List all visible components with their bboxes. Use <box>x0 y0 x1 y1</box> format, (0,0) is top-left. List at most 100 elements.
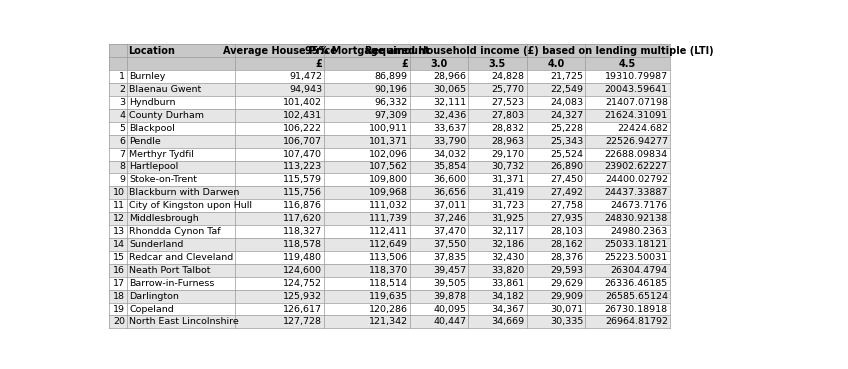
Bar <box>109 264 670 277</box>
Text: 33,790: 33,790 <box>432 137 466 146</box>
Text: 2: 2 <box>119 85 125 94</box>
Text: County Durham: County Durham <box>129 111 204 120</box>
Text: 5: 5 <box>119 124 125 133</box>
Text: 15: 15 <box>113 253 125 262</box>
Text: 115,579: 115,579 <box>283 175 322 184</box>
Text: 100,911: 100,911 <box>369 124 408 133</box>
Text: 37,011: 37,011 <box>433 201 466 210</box>
Text: 29,170: 29,170 <box>492 149 525 159</box>
Bar <box>109 251 670 264</box>
Text: 30,335: 30,335 <box>550 317 583 327</box>
Text: 3.0: 3.0 <box>430 59 448 69</box>
Text: 112,411: 112,411 <box>369 227 408 236</box>
Text: Average House Price: Average House Price <box>223 46 337 56</box>
Text: 34,182: 34,182 <box>492 292 525 301</box>
Text: 28,966: 28,966 <box>433 72 466 81</box>
Text: 40,095: 40,095 <box>433 304 466 314</box>
Text: 113,223: 113,223 <box>283 162 322 172</box>
Text: 27,935: 27,935 <box>550 214 583 223</box>
Bar <box>109 173 670 186</box>
Text: 21624.31091: 21624.31091 <box>605 111 668 120</box>
Text: 28,376: 28,376 <box>550 253 583 262</box>
Text: 33,637: 33,637 <box>432 124 466 133</box>
Text: 27,758: 27,758 <box>550 201 583 210</box>
Text: 101,371: 101,371 <box>369 137 408 146</box>
Text: 24,083: 24,083 <box>550 98 583 107</box>
Text: 34,669: 34,669 <box>492 317 525 327</box>
Bar <box>109 109 670 122</box>
Text: 22424.682: 22424.682 <box>616 124 668 133</box>
Text: 24980.2363: 24980.2363 <box>611 227 668 236</box>
Text: 124,752: 124,752 <box>283 279 322 288</box>
Text: 26304.4794: 26304.4794 <box>611 266 668 275</box>
Text: Blaenau Gwent: Blaenau Gwent <box>129 85 201 94</box>
Text: 115,756: 115,756 <box>283 188 322 197</box>
Bar <box>109 148 670 161</box>
Text: 4.0: 4.0 <box>547 59 565 69</box>
Text: 34,367: 34,367 <box>491 304 525 314</box>
Text: 33,820: 33,820 <box>491 266 525 275</box>
Text: 34,032: 34,032 <box>432 149 466 159</box>
Text: 20043.59641: 20043.59641 <box>605 85 668 94</box>
Text: 125,932: 125,932 <box>283 292 322 301</box>
Text: 23902.62227: 23902.62227 <box>605 162 668 172</box>
Text: 20: 20 <box>113 317 125 327</box>
Text: 4.5: 4.5 <box>619 59 636 69</box>
Text: 25223.50031: 25223.50031 <box>605 253 668 262</box>
Text: Merthyr Tydfil: Merthyr Tydfil <box>129 149 194 159</box>
Text: 30,065: 30,065 <box>433 85 466 94</box>
Text: 106,222: 106,222 <box>283 124 322 133</box>
Text: 24,327: 24,327 <box>550 111 583 120</box>
Text: 22,549: 22,549 <box>550 85 583 94</box>
Text: 24400.02792: 24400.02792 <box>605 175 668 184</box>
Text: 25,524: 25,524 <box>550 149 583 159</box>
Bar <box>109 199 670 212</box>
Bar <box>109 238 670 251</box>
Text: 101,402: 101,402 <box>283 98 322 107</box>
Text: 22526.94277: 22526.94277 <box>605 137 668 146</box>
Text: 26964.81792: 26964.81792 <box>605 317 668 327</box>
Text: 39,505: 39,505 <box>433 279 466 288</box>
Text: 19310.79987: 19310.79987 <box>605 72 668 81</box>
Bar <box>109 83 670 96</box>
Text: 37,835: 37,835 <box>432 253 466 262</box>
Text: Stoke-on-Trent: Stoke-on-Trent <box>129 175 197 184</box>
Text: 11: 11 <box>113 201 125 210</box>
Text: Hartlepool: Hartlepool <box>129 162 178 172</box>
Text: 25,770: 25,770 <box>492 85 525 94</box>
Text: 119,635: 119,635 <box>369 292 408 301</box>
Text: 86,899: 86,899 <box>375 72 408 81</box>
Text: 126,617: 126,617 <box>283 304 322 314</box>
Bar <box>109 290 670 303</box>
Text: 28,162: 28,162 <box>550 240 583 249</box>
Text: 107,562: 107,562 <box>369 162 408 172</box>
Text: Redcar and Cleveland: Redcar and Cleveland <box>129 253 233 262</box>
Text: 12: 12 <box>113 214 125 223</box>
Text: 91,472: 91,472 <box>289 72 322 81</box>
Text: 3.5: 3.5 <box>488 59 506 69</box>
Text: 36,656: 36,656 <box>433 188 466 197</box>
Text: 22688.09834: 22688.09834 <box>605 149 668 159</box>
Text: 30,732: 30,732 <box>491 162 525 172</box>
Text: 113,506: 113,506 <box>369 253 408 262</box>
Text: 26336.46185: 26336.46185 <box>605 279 668 288</box>
Bar <box>109 135 670 148</box>
Text: 37,550: 37,550 <box>433 240 466 249</box>
Text: 13: 13 <box>113 227 125 236</box>
Text: Pendle: Pendle <box>129 137 161 146</box>
Text: 31,371: 31,371 <box>491 175 525 184</box>
Text: 109,800: 109,800 <box>369 175 408 184</box>
Bar <box>109 161 670 173</box>
Text: 124,600: 124,600 <box>283 266 322 275</box>
Text: 31,723: 31,723 <box>491 201 525 210</box>
Text: 21,725: 21,725 <box>550 72 583 81</box>
Text: 32,430: 32,430 <box>491 253 525 262</box>
Text: 97,309: 97,309 <box>375 111 408 120</box>
Text: Darlington: Darlington <box>129 292 179 301</box>
Text: Blackpool: Blackpool <box>129 124 175 133</box>
Text: 118,370: 118,370 <box>369 266 408 275</box>
Text: 14: 14 <box>113 240 125 249</box>
Text: 31,925: 31,925 <box>492 214 525 223</box>
Text: Rhondda Cynon Taf: Rhondda Cynon Taf <box>129 227 220 236</box>
Bar <box>109 70 670 83</box>
